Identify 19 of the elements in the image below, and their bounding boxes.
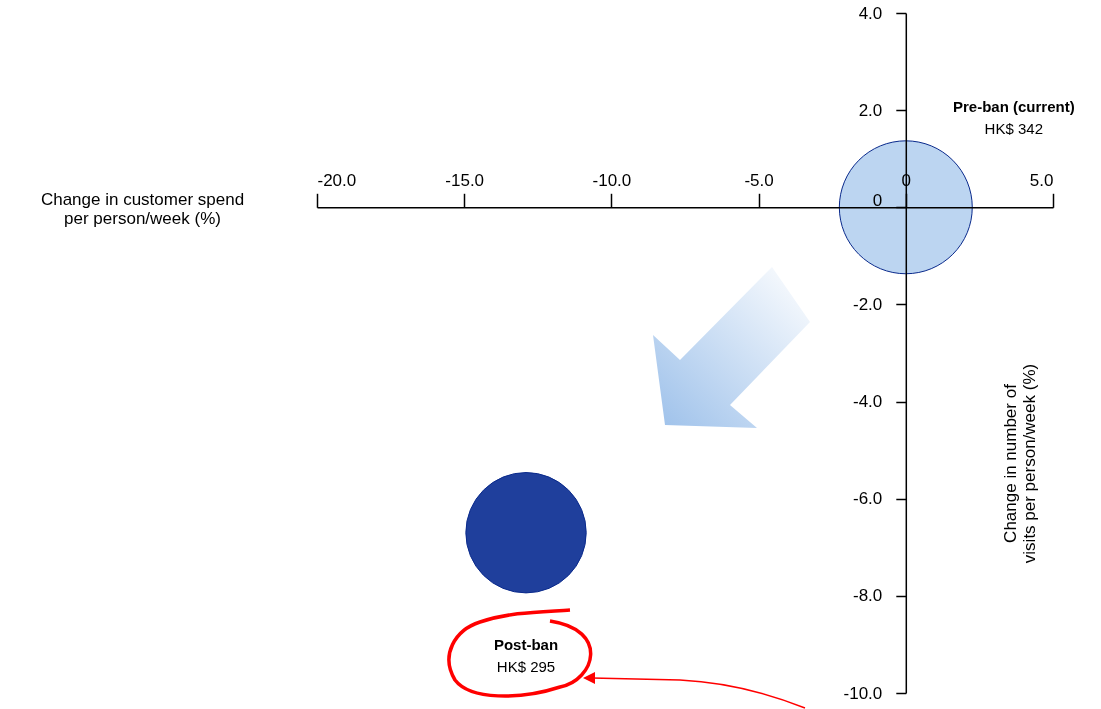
y-tick-label: -10.0 xyxy=(843,683,883,703)
x-tick-label: -20.0 xyxy=(317,170,357,190)
y-axis-title: Change in number of visits per person/week (%) xyxy=(1001,363,1040,564)
y-tick-label: -8.0 xyxy=(853,586,883,606)
annotation: HK$ 295 xyxy=(496,657,556,675)
y-tick-label: 2.0 xyxy=(858,100,883,120)
annotation: HK$ 342 xyxy=(984,120,1043,138)
y-tick-label: -4.0 xyxy=(853,392,883,412)
x-tick-label: -10.0 xyxy=(592,170,632,190)
x-tick-label: -5.0 xyxy=(744,170,774,190)
annotation: Pre-ban (current) xyxy=(952,98,1075,116)
y-tick-label: -6.0 xyxy=(853,489,883,509)
x-axis-title: Change in customer spend per person/week (%) xyxy=(40,189,245,228)
x-tick-label: 5.0 xyxy=(1029,170,1054,190)
x-tick-label: -15.0 xyxy=(445,170,485,190)
y-tick-label: -2.0 xyxy=(853,294,883,314)
y-tick-label: 0 xyxy=(872,190,883,210)
annotation: Post-ban xyxy=(493,635,559,653)
y-tick-label: 4.0 xyxy=(858,3,883,23)
